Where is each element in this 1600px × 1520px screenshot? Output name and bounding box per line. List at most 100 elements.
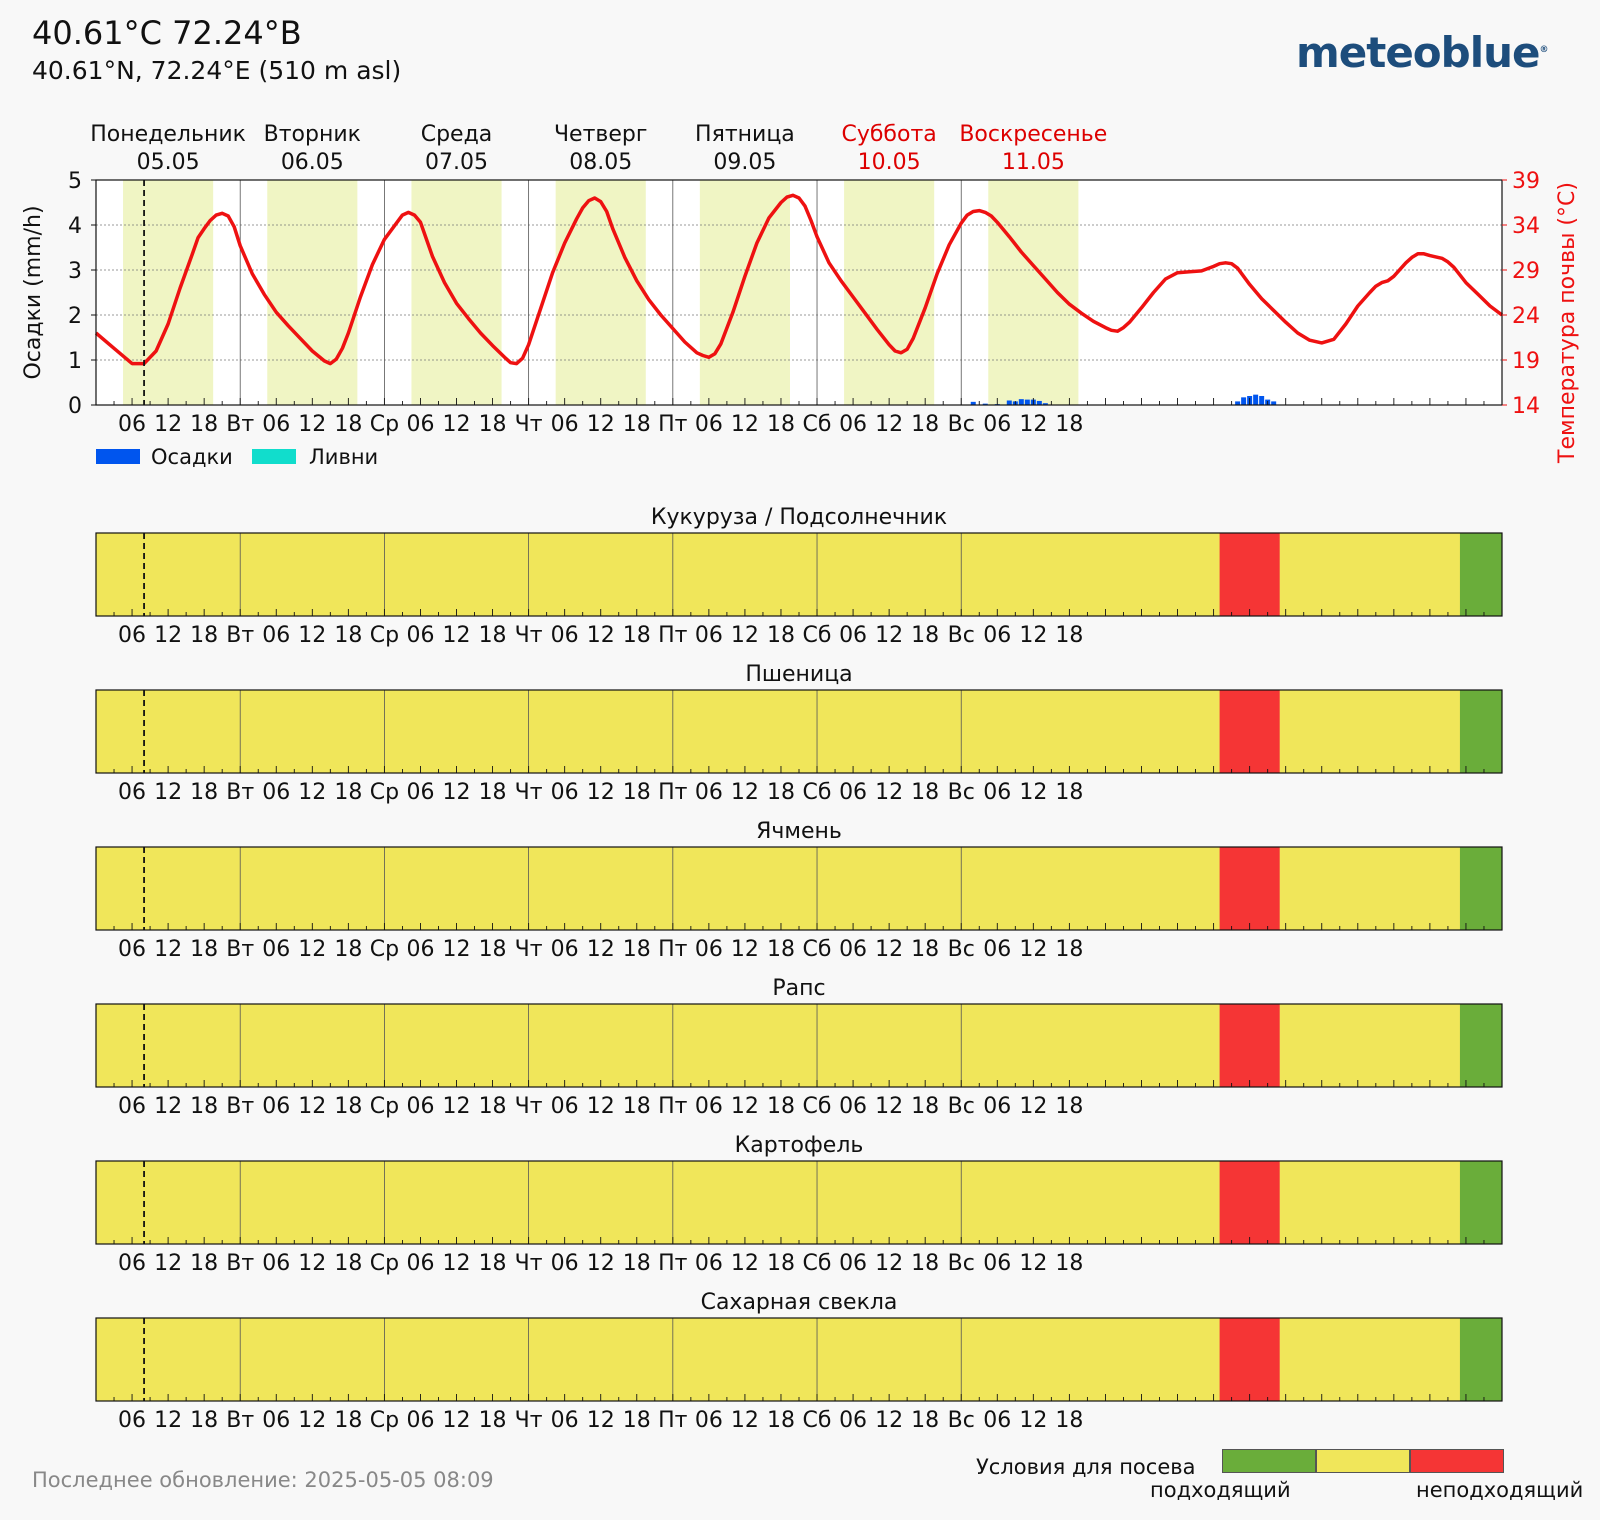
hour-tick-label: 06 — [262, 1251, 290, 1276]
hour-tick-label: 06 — [695, 937, 723, 962]
crop-suitable-band — [1459, 1161, 1502, 1244]
hour-tick-label: 12 — [298, 1408, 326, 1433]
daylight-band — [267, 180, 358, 405]
hour-tick-label: 06 — [262, 1094, 290, 1119]
hour-tick-label: 06 — [118, 1251, 146, 1276]
hour-tick-label: 06 — [551, 1094, 579, 1119]
hour-tick-label: 12 — [1019, 937, 1047, 962]
crop-suitable-band — [1459, 533, 1502, 616]
hour-tick-label: 12 — [298, 412, 326, 437]
hour-tick-label: 12 — [298, 780, 326, 805]
day-date-label: 11.05 — [1002, 150, 1065, 175]
hour-tick-label: 18 — [479, 412, 507, 437]
hour-tick-label: 06 — [695, 1094, 723, 1119]
daylight-band — [555, 180, 646, 405]
hour-tick-label: 12 — [154, 412, 182, 437]
precip-tick-label: 4 — [68, 214, 82, 239]
precip-tick-label: 2 — [68, 304, 82, 329]
meteoblue-logo[interactable]: meteoblue® — [1296, 28, 1549, 77]
hour-tick-label: 12 — [587, 1094, 615, 1119]
day-tick-label: Вс — [948, 1094, 975, 1119]
hour-tick-label: 18 — [1055, 1408, 1083, 1433]
hour-tick-label: 18 — [911, 412, 939, 437]
hour-tick-label: 12 — [298, 1094, 326, 1119]
day-name-label: Вторник — [264, 122, 361, 147]
day-tick-label: Пт — [658, 937, 688, 962]
hour-tick-label: 12 — [731, 412, 759, 437]
day-tick-label: Чт — [515, 780, 543, 805]
day-tick-label: Ср — [370, 937, 399, 962]
day-tick-label: Вт — [226, 412, 254, 437]
hour-tick-label: 12 — [154, 1408, 182, 1433]
location-subtitle: 40.61°N, 72.24°E (510 m asl) — [32, 56, 402, 85]
day-tick-label: Чт — [515, 1251, 543, 1276]
hour-tick-label: 12 — [731, 623, 759, 648]
legend-swatch-bad — [1410, 1449, 1504, 1473]
hour-tick-label: 12 — [298, 623, 326, 648]
day-tick-label: Чт — [515, 1094, 543, 1119]
crop-title: Пшеница — [745, 662, 852, 687]
hour-tick-label: 12 — [1019, 1251, 1047, 1276]
hour-tick-label: 12 — [1019, 623, 1047, 648]
day-tick-label: Чт — [515, 937, 543, 962]
hour-tick-label: 18 — [479, 623, 507, 648]
hour-tick-label: 06 — [695, 780, 723, 805]
hour-tick-label: 12 — [298, 937, 326, 962]
hour-tick-label: 18 — [767, 1408, 795, 1433]
hour-tick-label: 18 — [623, 1251, 651, 1276]
hour-tick-label: 12 — [443, 780, 471, 805]
legend-swatch-neutral — [1316, 1449, 1410, 1473]
hour-tick-label: 18 — [479, 937, 507, 962]
precip-bar — [1235, 401, 1241, 405]
daylight-band — [699, 180, 790, 405]
hour-tick-label: 06 — [983, 412, 1011, 437]
day-date-label: 05.05 — [137, 150, 200, 175]
hour-tick-label: 12 — [443, 1094, 471, 1119]
day-name-label: Суббота — [841, 122, 936, 147]
hour-tick-label: 18 — [190, 937, 218, 962]
precip-bar — [1018, 399, 1024, 405]
hour-tick-label: 18 — [334, 937, 362, 962]
hour-tick-label: 06 — [839, 1094, 867, 1119]
crop-suitable-band — [1459, 847, 1502, 930]
day-name-label: Четверг — [554, 122, 647, 147]
crop-unsuitable-band — [1219, 1004, 1280, 1087]
hour-tick-label: 06 — [262, 937, 290, 962]
hour-tick-label: 18 — [911, 937, 939, 962]
day-date-label: 07.05 — [425, 150, 488, 175]
hour-tick-label: 12 — [587, 937, 615, 962]
hour-tick-label: 12 — [298, 1251, 326, 1276]
hour-tick-label: 06 — [118, 623, 146, 648]
precip-tick-label: 5 — [68, 169, 82, 194]
hour-tick-label: 06 — [406, 1094, 434, 1119]
sowing-legend-title: Условия для посева — [976, 1455, 1196, 1479]
day-tick-label: Вт — [226, 1251, 254, 1276]
hour-tick-label: 12 — [875, 1408, 903, 1433]
day-tick-label: Вт — [226, 780, 254, 805]
hour-tick-label: 18 — [190, 412, 218, 437]
hour-tick-label: 18 — [623, 1094, 651, 1119]
hour-tick-label: 12 — [1019, 412, 1047, 437]
precip-bar — [1253, 394, 1259, 405]
last-update-text: Последнее обновление: 2025-05-05 08:09 — [32, 1468, 494, 1492]
temp-axis-label: Температура почвы (°C) — [1555, 182, 1580, 464]
day-tick-label: Вс — [948, 412, 975, 437]
hour-tick-label: 06 — [839, 1408, 867, 1433]
hour-tick-label: 12 — [875, 937, 903, 962]
hour-tick-label: 06 — [839, 780, 867, 805]
hour-tick-label: 12 — [731, 937, 759, 962]
hour-tick-label: 12 — [875, 623, 903, 648]
temp-tick-label: 34 — [1512, 214, 1540, 239]
hour-tick-label: 12 — [1019, 1094, 1047, 1119]
daylight-band — [411, 180, 502, 405]
hour-tick-label: 12 — [731, 1094, 759, 1119]
hour-tick-label: 06 — [983, 1094, 1011, 1119]
hour-tick-label: 18 — [767, 937, 795, 962]
precip-bar — [982, 403, 988, 405]
hour-tick-label: 12 — [154, 623, 182, 648]
day-tick-label: Пт — [658, 1251, 688, 1276]
day-tick-label: Пт — [658, 1094, 688, 1119]
hour-tick-label: 18 — [334, 623, 362, 648]
crop-unsuitable-band — [1219, 690, 1280, 773]
hour-tick-label: 06 — [983, 937, 1011, 962]
